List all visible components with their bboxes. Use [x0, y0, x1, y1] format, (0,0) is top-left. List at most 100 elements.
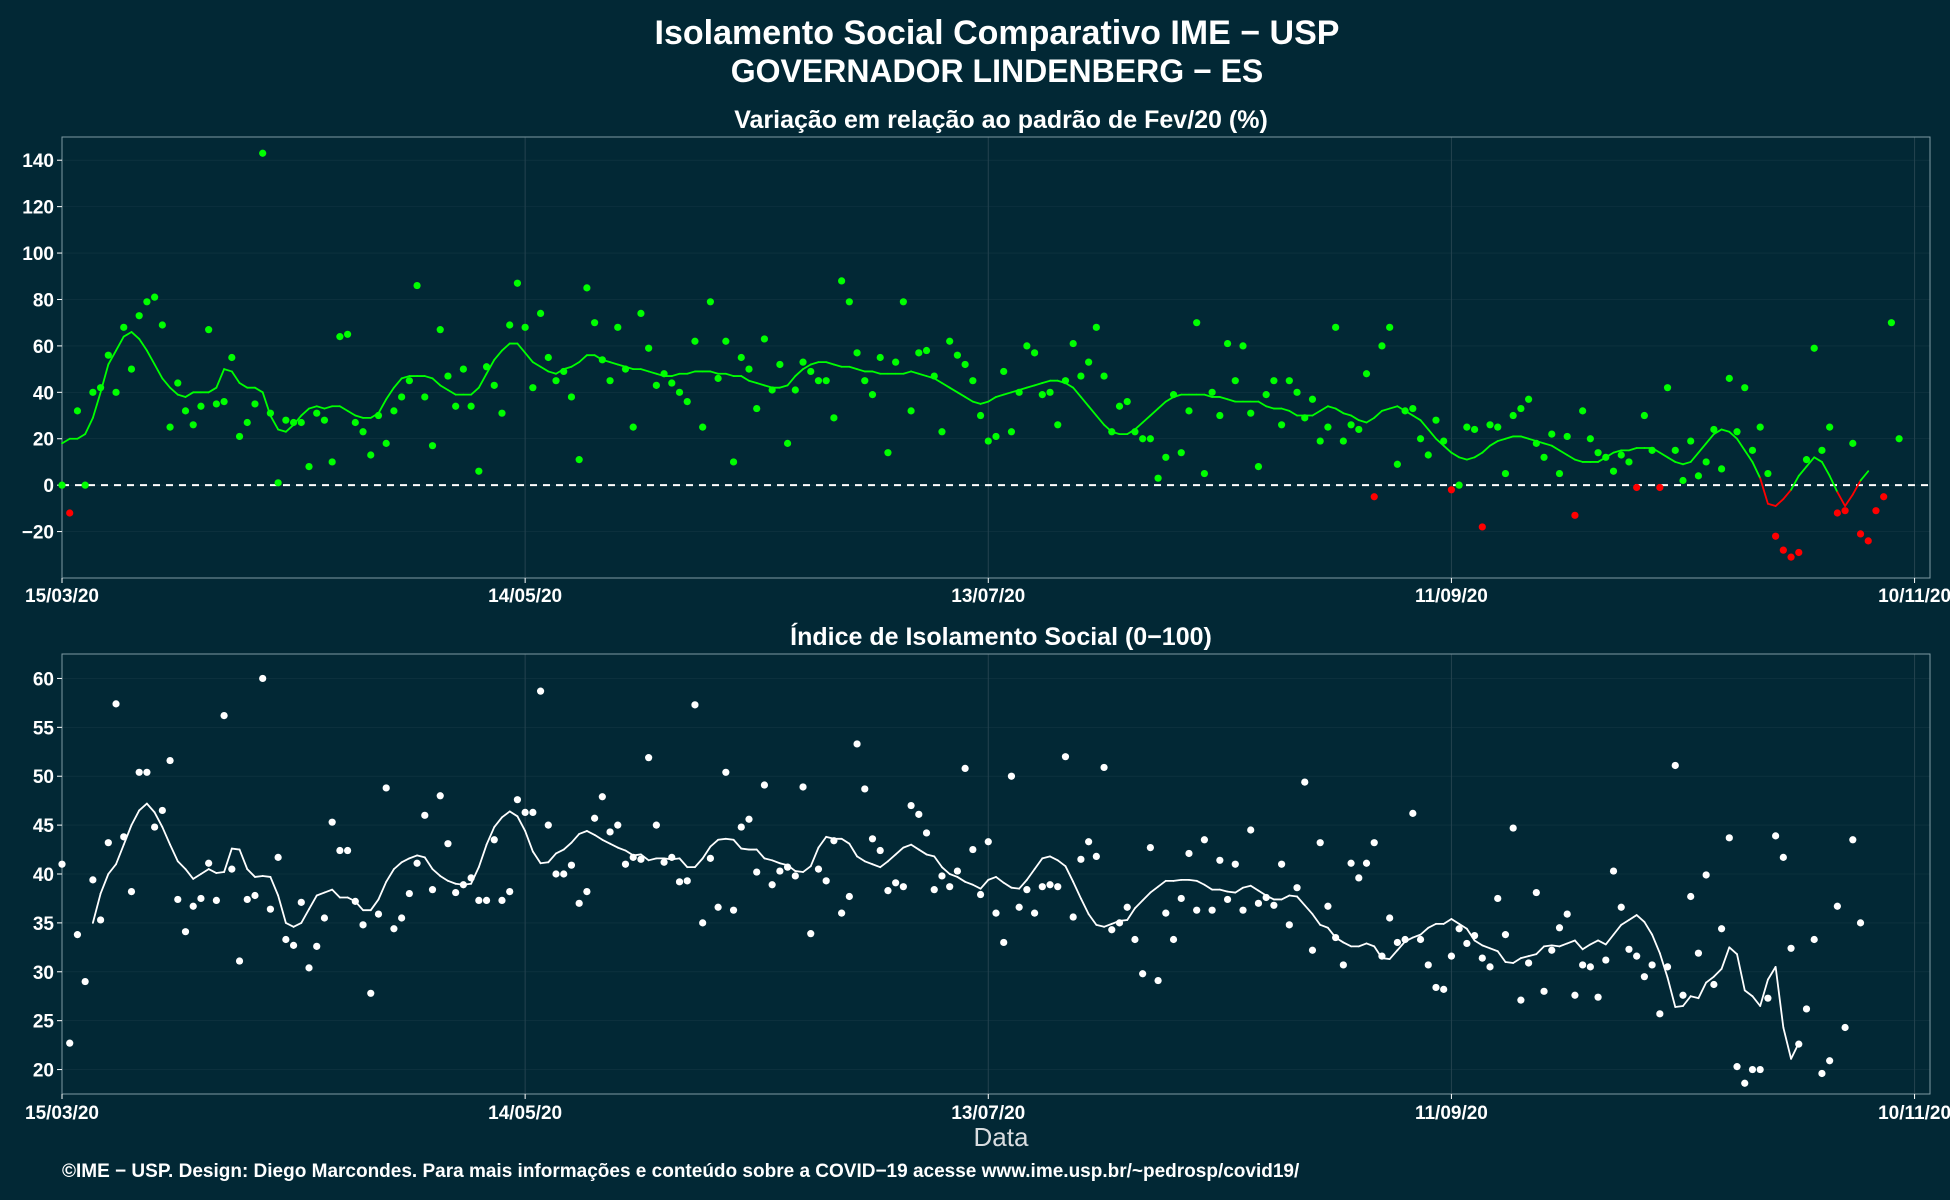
data-point: [189, 902, 197, 910]
moving-average-segment: [1172, 878, 1183, 882]
data-point: [1254, 899, 1263, 907]
moving-average-segment: [1797, 465, 1808, 477]
moving-average-segment: [1512, 957, 1522, 964]
data-point: [1054, 883, 1062, 891]
x-tick-label: 10/11/20: [1878, 586, 1950, 607]
moving-average-segment: [1651, 933, 1661, 955]
data-point: [868, 391, 877, 399]
moving-average-segment: [863, 860, 874, 866]
data-point: [1440, 985, 1448, 993]
data-point: [598, 793, 606, 801]
data-point: [1424, 961, 1432, 969]
moving-average-segment: [153, 811, 164, 828]
data-point: [1231, 860, 1239, 868]
moving-average-segment: [1041, 855, 1051, 860]
moving-average-segment: [516, 342, 527, 354]
data-point: [506, 888, 514, 896]
data-point: [1239, 342, 1247, 350]
x-tick-label: 11/09/20: [1415, 1103, 1488, 1124]
moving-average-segment: [338, 405, 349, 412]
moving-average-segment: [1411, 933, 1422, 939]
moving-average-segment: [1149, 407, 1159, 417]
data-point: [1000, 367, 1008, 376]
data-point: [1015, 388, 1023, 396]
moving-average-segment: [871, 370, 882, 375]
data-point: [1509, 824, 1517, 832]
data-point: [1602, 956, 1610, 964]
data-point: [1795, 1040, 1803, 1048]
moving-average-segment: [1767, 965, 1777, 981]
y-tick-label: 25: [33, 1012, 55, 1033]
data-point: [1370, 493, 1378, 501]
data-point: [1308, 395, 1317, 403]
moving-average-segment: [377, 880, 388, 901]
moving-average-segment: [1342, 412, 1352, 417]
moving-average-segment: [1450, 451, 1461, 459]
data-point: [953, 351, 962, 359]
data-point: [1316, 437, 1324, 445]
data-point: [475, 896, 483, 905]
data-point: [1633, 952, 1641, 960]
data-point: [1085, 358, 1093, 366]
data-point: [1656, 1010, 1664, 1018]
data-point: [1208, 906, 1216, 914]
moving-average-segment: [223, 847, 233, 873]
moving-average-segment: [1705, 433, 1715, 445]
moving-average-segment: [1643, 921, 1654, 936]
data-point: [112, 700, 120, 708]
data-point: [1362, 370, 1371, 378]
moving-average-segment: [346, 409, 357, 417]
moving-average-segment: [925, 853, 936, 858]
data-point: [1069, 913, 1077, 921]
data-point: [1270, 377, 1278, 385]
data-point: [1069, 339, 1077, 348]
data-point: [1270, 901, 1278, 909]
moving-average-segment: [748, 379, 758, 384]
data-point: [976, 411, 985, 420]
data-point: [722, 337, 730, 345]
moving-average-segment: [1041, 379, 1051, 384]
moving-average-segment: [230, 847, 241, 851]
data-point: [1602, 453, 1610, 461]
moving-average-segment: [1072, 880, 1082, 900]
data-point: [428, 886, 437, 894]
data-point: [969, 377, 977, 385]
data-point: [1223, 895, 1232, 904]
data-point: [1764, 469, 1772, 478]
data-point: [799, 783, 807, 791]
moving-average-segment: [1365, 416, 1376, 424]
data-point: [776, 867, 784, 875]
data-point: [1841, 1023, 1849, 1032]
data-point: [1154, 976, 1162, 985]
data-point: [706, 298, 714, 306]
data-point: [1409, 809, 1417, 817]
moving-average-segment: [871, 863, 882, 869]
data-point: [1455, 481, 1463, 489]
data-point: [1332, 933, 1340, 942]
moving-average-segment: [956, 876, 967, 883]
moving-average-segment: [524, 351, 534, 364]
moving-average-segment: [1697, 442, 1708, 454]
data-point: [282, 416, 290, 424]
data-point: [1278, 860, 1286, 868]
data-point: [575, 456, 583, 464]
moving-average-segment: [477, 843, 488, 869]
data-point: [297, 418, 305, 427]
moving-average-segment: [315, 405, 326, 410]
moving-average-segment: [1242, 884, 1252, 889]
moving-average-segment: [825, 361, 835, 366]
data-point: [1494, 423, 1502, 431]
moving-average-segment: [1759, 477, 1769, 505]
data-point: [166, 423, 174, 431]
data-point: [1895, 435, 1903, 443]
data-point: [274, 479, 282, 487]
moving-average-segment: [1419, 926, 1430, 936]
moving-average-segment: [176, 393, 187, 398]
data-point: [899, 298, 907, 306]
data-point: [452, 888, 460, 897]
data-point: [892, 358, 900, 366]
moving-average-segment: [971, 883, 982, 890]
data-point: [1393, 460, 1401, 468]
panel-title: Variação em relação ao padrão de Fev/20 …: [734, 106, 1268, 134]
moving-average-segment: [269, 414, 280, 431]
